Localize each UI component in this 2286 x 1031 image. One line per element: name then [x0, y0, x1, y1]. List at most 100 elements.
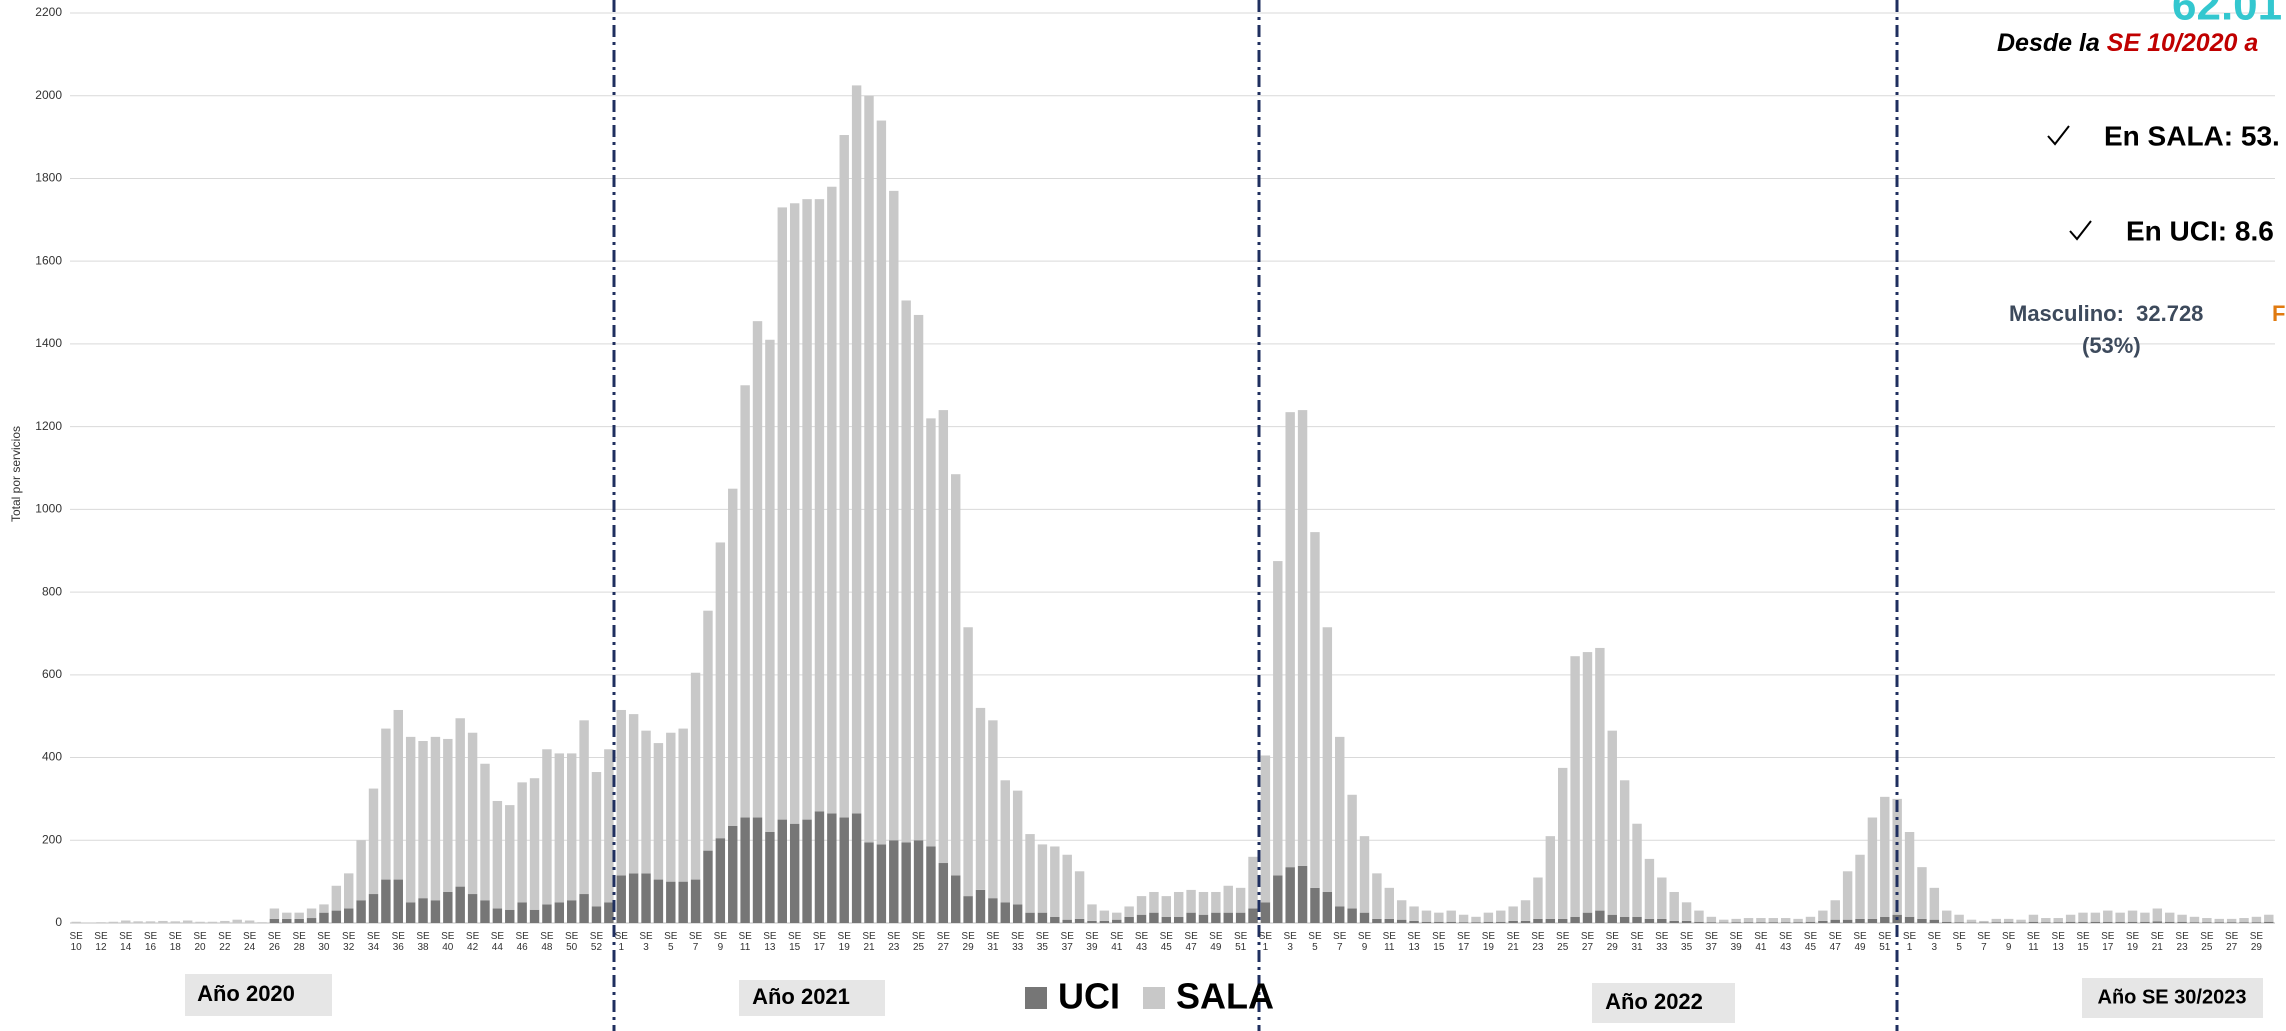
bar-segment — [1409, 920, 1419, 923]
bar-segment — [418, 898, 428, 923]
bar-segment — [1149, 912, 1159, 923]
y-tick-label: 1400 — [35, 336, 62, 350]
bar-segment — [1805, 916, 1816, 922]
bar-segment — [1954, 914, 1964, 923]
bar-segment — [1124, 906, 1134, 917]
bar-segment — [331, 910, 342, 923]
bar-segment — [839, 817, 849, 923]
bar-segment — [1161, 896, 1172, 917]
bar-segment — [1421, 910, 1432, 922]
bar-segment — [1273, 561, 1283, 876]
bar-segment — [1396, 900, 1407, 920]
bar-segment — [2251, 916, 2262, 923]
bar-segment — [1607, 914, 1617, 923]
x-tick-label: SE 25 — [1556, 931, 1570, 953]
bar-segment — [306, 908, 317, 919]
bar-segment — [864, 95, 874, 843]
bar-segment — [1533, 877, 1543, 919]
bar-segment — [1359, 836, 1370, 913]
legend-swatch — [1025, 987, 1047, 1009]
bar-segment — [1099, 910, 1110, 921]
x-tick-label: SE 5 — [1308, 931, 1322, 953]
bar-segment — [591, 906, 602, 923]
bar-segment — [1260, 755, 1271, 903]
bar-segment — [2078, 921, 2088, 923]
bar-segment — [1867, 918, 1878, 923]
y-tick-label: 1200 — [35, 419, 62, 433]
bar-segment — [1136, 896, 1147, 915]
bar-segment — [170, 921, 181, 923]
bar-segment — [901, 300, 911, 843]
bar-segment — [1942, 921, 1952, 923]
bar-segment — [2103, 921, 2113, 923]
bar-segment — [1062, 919, 1072, 923]
x-tick-label: SE 49 — [1209, 931, 1223, 953]
bar-segment — [1483, 912, 1494, 922]
bar-segment — [1669, 891, 1679, 921]
bar-segment — [356, 840, 366, 901]
bar-segment — [678, 881, 688, 923]
x-tick-label: SE 35 — [1035, 931, 1050, 953]
bar-segment — [294, 918, 304, 923]
bar-segment — [1149, 891, 1159, 913]
x-tick-label: SE 31 — [1630, 931, 1644, 953]
x-tick-label: SE 23 — [1531, 931, 1545, 953]
bar-segment — [1186, 889, 1196, 913]
bar-segment — [1297, 865, 1308, 923]
bar-segment — [1855, 854, 1865, 919]
x-tick-label: SE 17 — [812, 931, 827, 953]
bar-segment — [1037, 912, 1048, 923]
bar-segment — [728, 825, 738, 923]
x-tick-label: SE 5 — [1952, 931, 1966, 953]
bar-segment — [430, 900, 441, 923]
bar-segment — [666, 881, 676, 923]
period-prefix: Desde la — [1997, 29, 2107, 57]
y-tick-label: 600 — [42, 667, 62, 681]
x-tick-label: SE 29 — [1605, 931, 1619, 953]
bar-segment — [876, 120, 887, 845]
bar-segment — [1359, 912, 1370, 923]
bar-segment — [963, 896, 973, 923]
bar-segment — [802, 199, 812, 820]
bar-segment — [666, 732, 676, 882]
bar-segment — [269, 918, 280, 923]
x-tick-label: SE 34 — [366, 931, 381, 953]
bar-segment — [1929, 919, 1940, 923]
x-tick-label: SE 52 — [589, 931, 604, 953]
check-icon — [2069, 220, 2092, 241]
x-tick-label: SE 21 — [862, 931, 876, 953]
bar-segment — [814, 811, 825, 923]
bar-segment — [542, 904, 552, 923]
bar-segment — [1545, 836, 1556, 919]
bar-segment — [1434, 921, 1444, 923]
bar-segment — [1929, 887, 1940, 920]
bar-segment — [269, 908, 280, 919]
x-tick-label: SE 21 — [2150, 931, 2164, 953]
bar-segment — [2115, 921, 2125, 923]
bar-segment — [1743, 922, 1754, 923]
y-axis-label: Total por servicios — [9, 426, 23, 522]
bar-segment — [1347, 908, 1357, 923]
bar-segment — [1235, 912, 1246, 923]
y-tick-label: 2000 — [35, 88, 62, 102]
y-tick-label: 1000 — [35, 502, 62, 516]
bar-segment — [1037, 844, 1048, 913]
x-tick-label: SE 13 — [1407, 931, 1421, 953]
bar-segment — [2041, 918, 2051, 923]
x-tick-label: SE 39 — [1085, 931, 1099, 953]
bar-segment — [975, 889, 986, 923]
total-figure: 62.01 — [2172, 0, 2282, 30]
bar-segment — [1644, 858, 1655, 919]
x-tick-label: SE 19 — [2125, 931, 2140, 953]
bar-segment — [1706, 922, 1717, 923]
x-tick-label: SE 37 — [1704, 931, 1719, 953]
bar-segment — [418, 741, 428, 899]
bar-segment — [368, 894, 379, 923]
year-box — [1592, 983, 1735, 1023]
bar-segment — [2065, 914, 2076, 922]
x-tick-label: SE 39 — [1729, 931, 1743, 953]
year-box — [185, 974, 332, 1016]
bar-segment — [1335, 736, 1345, 907]
bar-segment — [1694, 921, 1704, 923]
x-tick-label: SE 38 — [416, 931, 430, 953]
